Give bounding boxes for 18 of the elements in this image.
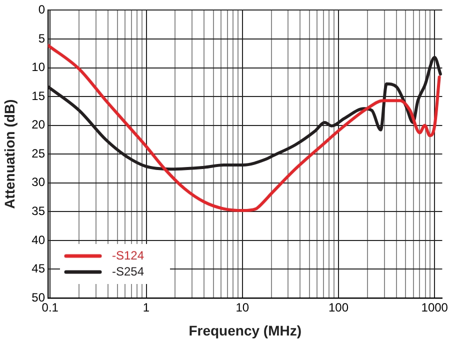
y-tick-label: 40 [32, 232, 46, 247]
x-tick-label: 10 [236, 300, 250, 315]
x-tick-label: 1000 [421, 300, 448, 315]
y-tick-label: 30 [32, 175, 46, 190]
x-tick-label: 1 [142, 300, 150, 315]
y-tick-label: 5 [38, 31, 46, 46]
y-tick-label: 35 [32, 204, 46, 218]
legend-label: -S124 [112, 248, 144, 262]
y-axis-title: Attenuation (dB) [1, 99, 18, 209]
y-tick-label: 10 [32, 60, 46, 74]
y-tick-label: 45 [32, 262, 46, 276]
y-tick-label: 15 [32, 88, 46, 103]
x-tick-label: 100 [328, 300, 349, 315]
y-tick-label: 20 [32, 118, 46, 132]
legend-label: -S254 [112, 264, 144, 278]
x-axis-title: Frequency (MHz) [188, 322, 302, 338]
y-tick-label: 25 [32, 146, 46, 160]
y-tick-label: 0 [38, 2, 46, 17]
